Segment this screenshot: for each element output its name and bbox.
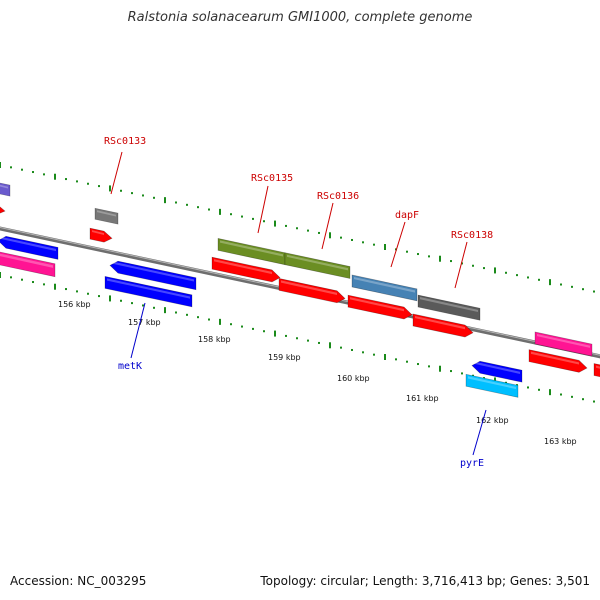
gene-feature-forward bbox=[89, 227, 113, 243]
gene-label-RSc0135: RSc0135 bbox=[251, 173, 293, 184]
scale-tick-label: 161 kbp bbox=[406, 394, 439, 403]
scale-tick-label: 158 kbp bbox=[198, 335, 231, 344]
gene-feature-steelblue bbox=[351, 274, 418, 302]
gene-feature-forward bbox=[0, 206, 6, 214]
gene-feature-blue bbox=[104, 275, 193, 308]
gene-label-RSc0133: RSc0133 bbox=[104, 136, 146, 147]
gene-feature-reverse bbox=[471, 360, 523, 383]
callout-line-RSc0135 bbox=[257, 185, 269, 234]
gene-label-metK: metK bbox=[118, 361, 142, 372]
gene-feature-forward bbox=[528, 349, 588, 373]
scale-tick-label: 159 kbp bbox=[268, 353, 301, 362]
gene-feature-cyan bbox=[465, 373, 519, 398]
gene-label-dapF: dapF bbox=[395, 210, 419, 221]
callout-line-RSc0136 bbox=[321, 202, 334, 250]
gene-feature-forward bbox=[412, 313, 474, 338]
gene-feature-partial bbox=[0, 182, 11, 197]
gene-feature-pink bbox=[0, 251, 56, 278]
figure-title: Ralstonia solanacearum GMI1000, complete… bbox=[127, 10, 473, 25]
gene-feature-forward bbox=[347, 294, 413, 320]
scale-tick-label: 160 kbp bbox=[337, 374, 370, 383]
gene-feature-pink bbox=[534, 331, 593, 357]
gene-label-RSc0136: RSc0136 bbox=[317, 191, 359, 202]
callout-line-pyrE bbox=[472, 409, 487, 456]
gene-feature-green bbox=[284, 252, 351, 279]
gene-feature-forward bbox=[593, 363, 600, 378]
gene-feature-reverse bbox=[109, 260, 197, 291]
gene-feature-reverse bbox=[0, 235, 59, 260]
scale-tick-label: 157 kbp bbox=[128, 318, 161, 327]
callout-line-dapF bbox=[390, 221, 406, 268]
gene-feature-forward bbox=[211, 256, 281, 283]
callout-line-RSc0133 bbox=[110, 151, 123, 195]
gene-feature-darkgray bbox=[417, 294, 481, 321]
genome-summary-text: Topology: circular; Length: 3,716,413 bp… bbox=[260, 574, 590, 588]
gene-feature-forward bbox=[278, 278, 346, 304]
scale-tick-label: 163 kbp bbox=[544, 437, 577, 446]
gene-label-pyrE: pyrE bbox=[460, 458, 484, 469]
accession-text: Accession: NC_003295 bbox=[10, 574, 147, 588]
callout-line-RSc0138 bbox=[454, 241, 468, 289]
gene-feature-gray bbox=[94, 207, 119, 225]
callout-line-metK bbox=[130, 302, 146, 359]
scale-tick-label: 156 kbp bbox=[58, 300, 91, 309]
scale-tick-label: 162 kbp bbox=[476, 416, 509, 425]
gene-label-RSc0138: RSc0138 bbox=[451, 230, 493, 241]
